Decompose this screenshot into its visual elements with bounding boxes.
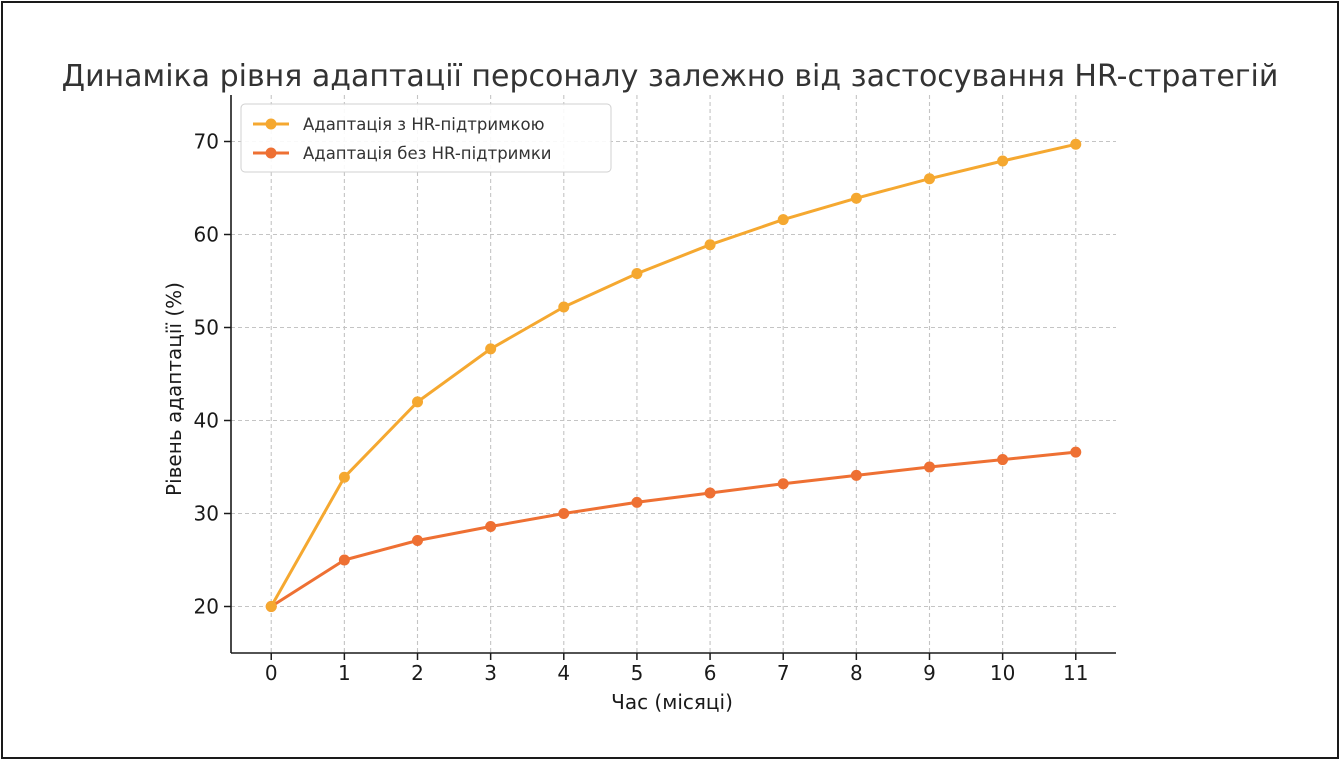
data-point — [997, 155, 1009, 167]
data-point — [777, 478, 789, 490]
x-tick-label: 6 — [704, 661, 717, 685]
data-point — [704, 239, 716, 251]
legend-swatch-marker — [265, 118, 277, 130]
x-tick-label: 10 — [990, 661, 1015, 685]
x-tick-label: 4 — [557, 661, 570, 685]
data-point — [558, 508, 570, 519]
chart-title: Динаміка рівня адаптації персоналу залеж… — [62, 59, 1279, 94]
data-point — [631, 496, 643, 508]
data-point — [412, 534, 424, 546]
data-point — [485, 343, 497, 355]
series-line-1 — [269, 450, 1078, 608]
legend-label: Адаптація без HR-підтримки — [303, 144, 552, 163]
data-point — [558, 301, 570, 313]
series-line-0 — [269, 142, 1078, 608]
legend-label: Адаптація з HR-підтримкою — [303, 115, 544, 134]
x-tick-label: 7 — [777, 661, 790, 685]
data-point — [338, 554, 350, 566]
series-layer — [265, 138, 1082, 612]
x-tick-label: 8 — [850, 661, 863, 685]
x-tick-label: 0 — [265, 661, 278, 685]
x-tick-label: 2 — [411, 661, 424, 685]
data-point — [923, 461, 935, 473]
legend-box — [240, 103, 612, 173]
y-tick-label: 70 — [194, 130, 219, 154]
axes: 0 1 2 3 4 5 6 7 8 9 10 11 20 30 40 50 60 70 — [194, 95, 1116, 685]
data-point — [850, 469, 862, 481]
x-tick-label: 1 — [338, 661, 351, 685]
y-tick-label: 60 — [194, 223, 219, 247]
x-tick-label: 3 — [484, 661, 497, 685]
y-tick-label: 20 — [194, 595, 219, 619]
y-tick-label: 40 — [194, 409, 219, 433]
x-axis-label: Час (місяці) — [611, 690, 733, 714]
x-tick-label: 9 — [923, 661, 936, 685]
y-tick-label: 30 — [194, 502, 219, 526]
data-point — [704, 487, 716, 499]
grid — [231, 95, 1116, 653]
x-tick-label: 5 — [631, 661, 644, 685]
legend-swatch-marker — [265, 147, 277, 159]
legend: Адаптація з HR-підтримкою Адаптація без H… — [240, 103, 612, 173]
data-point — [1070, 446, 1082, 458]
data-point — [1070, 138, 1082, 150]
data-point — [850, 192, 862, 204]
data-point — [777, 214, 789, 226]
y-tick-label: 50 — [194, 316, 219, 340]
data-point — [631, 268, 643, 280]
x-tick-label: 11 — [1063, 661, 1088, 685]
data-point — [338, 471, 350, 483]
data-point — [923, 173, 935, 185]
data-point — [265, 601, 277, 612]
data-point — [485, 521, 497, 533]
y-axis-label: Рівень адаптації (%) — [162, 282, 186, 496]
data-point — [997, 454, 1009, 466]
data-point — [412, 396, 424, 408]
